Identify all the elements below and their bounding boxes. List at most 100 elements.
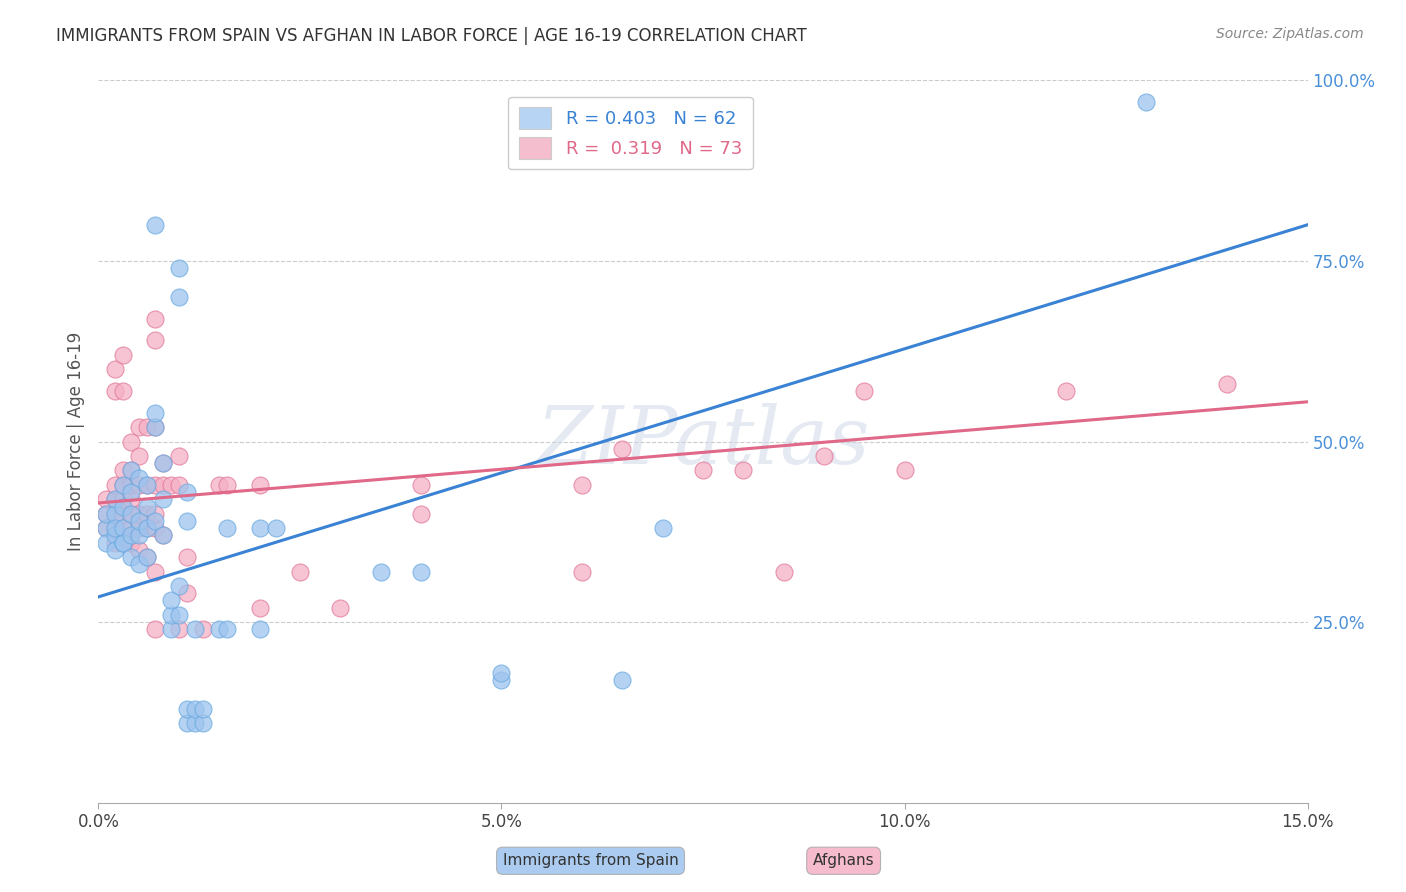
Point [103, 492, 125, 507]
Point [128, 449, 150, 463]
Point [96, 492, 118, 507]
Point [184, 623, 207, 637]
Point [184, 702, 207, 716]
Point [193, 716, 215, 731]
Point [111, 535, 134, 549]
Point [120, 492, 142, 507]
Point [176, 586, 198, 600]
Point [135, 521, 157, 535]
Point [167, 623, 190, 637]
Point [1054, 384, 1077, 398]
Point [152, 492, 174, 507]
Point [120, 478, 142, 492]
Point [128, 507, 150, 521]
Point [651, 521, 673, 535]
Point [103, 535, 125, 549]
Point [120, 463, 142, 477]
Point [184, 716, 207, 731]
Point [103, 362, 125, 376]
Point [893, 463, 915, 477]
Point [143, 311, 166, 326]
Point [409, 507, 432, 521]
Point [120, 535, 142, 549]
Point [571, 478, 593, 492]
Point [160, 478, 183, 492]
Point [120, 528, 142, 542]
Point [103, 528, 125, 542]
Point [120, 521, 142, 535]
Text: ZIPatlas: ZIPatlas [536, 403, 870, 480]
Point [111, 507, 134, 521]
Point [733, 463, 755, 477]
Point [143, 334, 166, 348]
Point [772, 565, 794, 579]
Point [176, 485, 198, 500]
Point [288, 565, 311, 579]
Y-axis label: In Labor Force | Age 16-19: In Labor Force | Age 16-19 [66, 332, 84, 551]
Point [160, 607, 183, 622]
Point [128, 514, 150, 528]
Point [135, 507, 157, 521]
Point [167, 579, 190, 593]
Point [143, 565, 166, 579]
Point [152, 456, 174, 470]
Point [111, 478, 134, 492]
Point [208, 478, 231, 492]
Point [217, 521, 239, 535]
Point [491, 665, 513, 680]
Point [143, 521, 166, 535]
Point [370, 565, 392, 579]
Point [612, 442, 634, 456]
Point [111, 492, 134, 507]
Point [193, 623, 215, 637]
Point [103, 478, 125, 492]
Point [152, 528, 174, 542]
Point [249, 623, 271, 637]
Point [152, 528, 174, 542]
Point [135, 478, 157, 492]
Point [111, 521, 134, 535]
Point [111, 521, 134, 535]
Legend: R = 0.403   N = 62, R =  0.319   N = 73: R = 0.403 N = 62, R = 0.319 N = 73 [508, 96, 754, 169]
Point [135, 550, 157, 565]
Point [167, 478, 190, 492]
Point [409, 565, 432, 579]
Point [143, 420, 166, 434]
Point [176, 702, 198, 716]
Point [111, 384, 134, 398]
Point [167, 290, 190, 304]
Text: Immigrants from Spain: Immigrants from Spain [503, 854, 678, 868]
Point [128, 528, 150, 542]
Point [135, 420, 157, 434]
Point [167, 449, 190, 463]
Point [120, 434, 142, 449]
Point [160, 623, 183, 637]
Point [409, 478, 432, 492]
Point [813, 449, 835, 463]
Point [160, 593, 183, 607]
Point [1216, 376, 1239, 391]
Point [96, 521, 118, 535]
Point [612, 673, 634, 687]
Point [96, 535, 118, 549]
Point [96, 507, 118, 521]
Point [853, 384, 876, 398]
Point [128, 542, 150, 557]
Point [111, 535, 134, 549]
Point [176, 514, 198, 528]
Point [217, 623, 239, 637]
Point [120, 507, 142, 521]
Point [128, 470, 150, 484]
Point [135, 550, 157, 565]
Point [143, 218, 166, 232]
Point [135, 500, 157, 514]
Point [128, 521, 150, 535]
Point [128, 420, 150, 434]
Point [491, 673, 513, 687]
Point [176, 716, 198, 731]
Point [143, 514, 166, 528]
Point [103, 507, 125, 521]
Point [143, 406, 166, 420]
Point [135, 478, 157, 492]
Point [120, 485, 142, 500]
